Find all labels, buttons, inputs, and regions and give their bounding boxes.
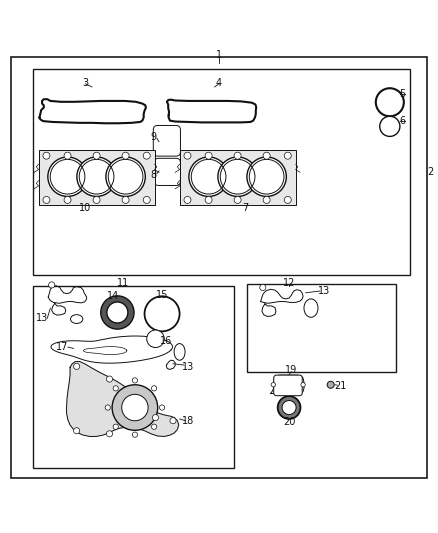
Circle shape: [113, 386, 118, 391]
Circle shape: [106, 376, 113, 382]
Circle shape: [301, 383, 305, 387]
Bar: [39, 150, 155, 205]
Text: 17: 17: [57, 342, 69, 352]
Text: 18: 18: [182, 416, 194, 426]
Circle shape: [143, 197, 150, 204]
Circle shape: [234, 197, 241, 204]
Circle shape: [152, 415, 159, 421]
Text: 11: 11: [117, 278, 129, 288]
Circle shape: [93, 152, 100, 159]
Ellipse shape: [71, 314, 83, 324]
Text: 13: 13: [318, 286, 330, 296]
Circle shape: [263, 152, 270, 159]
Text: 14: 14: [107, 291, 119, 301]
Circle shape: [147, 330, 164, 348]
Text: 3: 3: [82, 77, 88, 87]
Circle shape: [43, 197, 50, 204]
Circle shape: [260, 285, 266, 290]
Circle shape: [247, 157, 286, 197]
Circle shape: [77, 157, 117, 197]
Circle shape: [284, 152, 291, 159]
Circle shape: [93, 197, 100, 204]
Circle shape: [105, 405, 110, 410]
Circle shape: [205, 152, 212, 159]
Circle shape: [282, 400, 296, 415]
Circle shape: [74, 364, 80, 369]
Circle shape: [101, 296, 134, 329]
Text: 6: 6: [399, 116, 405, 126]
Circle shape: [113, 424, 118, 430]
Circle shape: [263, 197, 270, 204]
Circle shape: [284, 197, 291, 204]
Circle shape: [43, 152, 50, 159]
Text: 13: 13: [36, 313, 48, 323]
Circle shape: [205, 197, 212, 204]
Circle shape: [159, 405, 165, 410]
Text: 1: 1: [216, 51, 222, 60]
Circle shape: [49, 282, 55, 288]
Circle shape: [106, 431, 113, 437]
Text: 4: 4: [216, 77, 222, 87]
Circle shape: [234, 152, 241, 159]
Circle shape: [106, 157, 145, 197]
Text: 21: 21: [335, 381, 347, 391]
Text: 20: 20: [283, 417, 295, 427]
Circle shape: [122, 197, 129, 204]
Circle shape: [132, 432, 138, 437]
Circle shape: [64, 197, 71, 204]
Circle shape: [170, 418, 176, 424]
Circle shape: [271, 383, 276, 387]
Text: 15: 15: [156, 289, 168, 300]
Circle shape: [152, 424, 157, 430]
FancyBboxPatch shape: [154, 158, 180, 185]
Circle shape: [132, 378, 138, 383]
Circle shape: [122, 152, 129, 159]
Circle shape: [48, 157, 87, 197]
Circle shape: [278, 396, 300, 419]
Circle shape: [64, 152, 71, 159]
Circle shape: [74, 427, 80, 434]
Text: 9: 9: [150, 132, 156, 142]
FancyBboxPatch shape: [274, 375, 302, 395]
Circle shape: [184, 197, 191, 204]
Text: 16: 16: [160, 336, 173, 346]
Polygon shape: [271, 375, 304, 395]
FancyBboxPatch shape: [153, 125, 180, 156]
Text: 5: 5: [399, 89, 405, 99]
Circle shape: [380, 116, 400, 136]
Circle shape: [122, 394, 148, 421]
Text: 13: 13: [182, 362, 194, 372]
Text: 8: 8: [150, 169, 156, 180]
Text: 2: 2: [427, 167, 433, 177]
Polygon shape: [67, 361, 179, 437]
Text: 12: 12: [283, 278, 295, 288]
Bar: [33, 286, 234, 468]
Text: 10: 10: [79, 203, 92, 213]
Text: 19: 19: [285, 365, 297, 375]
Circle shape: [184, 152, 191, 159]
Text: 7: 7: [242, 203, 248, 213]
Circle shape: [143, 152, 150, 159]
Bar: [247, 284, 396, 372]
Bar: [33, 69, 410, 275]
Circle shape: [327, 381, 334, 388]
Circle shape: [107, 302, 128, 323]
Circle shape: [152, 386, 157, 391]
Circle shape: [376, 88, 404, 116]
Ellipse shape: [304, 299, 318, 317]
Circle shape: [218, 157, 257, 197]
Circle shape: [145, 296, 180, 332]
Circle shape: [112, 385, 158, 430]
Ellipse shape: [174, 344, 185, 360]
Bar: [180, 150, 296, 205]
Circle shape: [189, 157, 228, 197]
